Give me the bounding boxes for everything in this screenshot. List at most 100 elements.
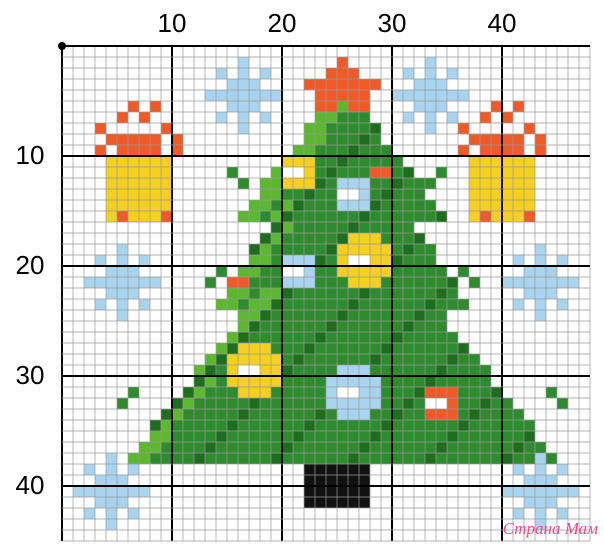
stitch [414, 200, 425, 211]
stitch [458, 420, 469, 431]
stitch [293, 288, 304, 299]
stitch [491, 101, 502, 112]
stitch [117, 178, 128, 189]
stitch [106, 266, 117, 277]
stitch [139, 156, 150, 167]
stitch [370, 277, 381, 288]
stitch [238, 101, 249, 112]
stitch [436, 354, 447, 365]
column-label: 10 [158, 8, 187, 38]
stitch [359, 453, 370, 464]
stitch [535, 266, 546, 277]
stitch [315, 431, 326, 442]
stitch [337, 321, 348, 332]
stitch [381, 288, 392, 299]
stitch [139, 167, 150, 178]
stitch [469, 365, 480, 376]
stitch [392, 266, 403, 277]
row-label: 20 [16, 250, 45, 280]
stitch [326, 200, 337, 211]
stitch [117, 200, 128, 211]
stitch [348, 134, 359, 145]
stitch [436, 288, 447, 299]
stitch [216, 354, 227, 365]
stitch [194, 453, 205, 464]
stitch [326, 310, 337, 321]
stitch [370, 156, 381, 167]
stitch [403, 255, 414, 266]
stitch [128, 167, 139, 178]
stitch [524, 497, 535, 508]
stitch [392, 244, 403, 255]
stitch [403, 90, 414, 101]
stitch [260, 343, 271, 354]
stitch [480, 112, 491, 123]
stitch [271, 266, 282, 277]
stitch [381, 453, 392, 464]
stitch [535, 288, 546, 299]
stitch [359, 189, 370, 200]
stitch [469, 200, 480, 211]
stitch [370, 134, 381, 145]
stitch [161, 442, 172, 453]
stitch [513, 299, 524, 310]
stitch [436, 376, 447, 387]
stitch [392, 354, 403, 365]
stitch [359, 497, 370, 508]
stitch [491, 178, 502, 189]
stitch [106, 453, 117, 464]
stitch [293, 156, 304, 167]
stitch [249, 266, 260, 277]
stitch [128, 178, 139, 189]
stitch [491, 442, 502, 453]
stitch [425, 68, 436, 79]
stitch [326, 486, 337, 497]
stitch [249, 255, 260, 266]
stitch [535, 134, 546, 145]
stitch [304, 167, 315, 178]
stitch [337, 134, 348, 145]
stitch [359, 299, 370, 310]
stitch [425, 57, 436, 68]
stitch [304, 365, 315, 376]
stitch [403, 244, 414, 255]
stitch [359, 409, 370, 420]
stitch [260, 442, 271, 453]
stitch [348, 288, 359, 299]
stitch [524, 123, 535, 134]
stitch [238, 112, 249, 123]
stitch [392, 398, 403, 409]
stitch [260, 233, 271, 244]
stitch [315, 101, 326, 112]
stitch [271, 277, 282, 288]
stitch [359, 464, 370, 475]
stitch [524, 277, 535, 288]
grid [61, 45, 591, 542]
stitch [128, 387, 139, 398]
stitch [403, 266, 414, 277]
stitch [227, 343, 238, 354]
stitch [95, 486, 106, 497]
stitch [326, 453, 337, 464]
stitch [348, 376, 359, 387]
stitch [337, 167, 348, 178]
stitch [249, 398, 260, 409]
stitch [271, 442, 282, 453]
stitch [128, 189, 139, 200]
stitch [205, 277, 216, 288]
stitch [381, 398, 392, 409]
stitch [370, 387, 381, 398]
stitch [414, 211, 425, 222]
stitch [359, 431, 370, 442]
stitch [447, 288, 458, 299]
stitch [381, 233, 392, 244]
stitch [480, 431, 491, 442]
stitch [392, 277, 403, 288]
stitch [403, 365, 414, 376]
stitch [513, 431, 524, 442]
stitch [249, 101, 260, 112]
stitch [469, 178, 480, 189]
stitch [326, 409, 337, 420]
stitch [194, 398, 205, 409]
stitch [304, 497, 315, 508]
